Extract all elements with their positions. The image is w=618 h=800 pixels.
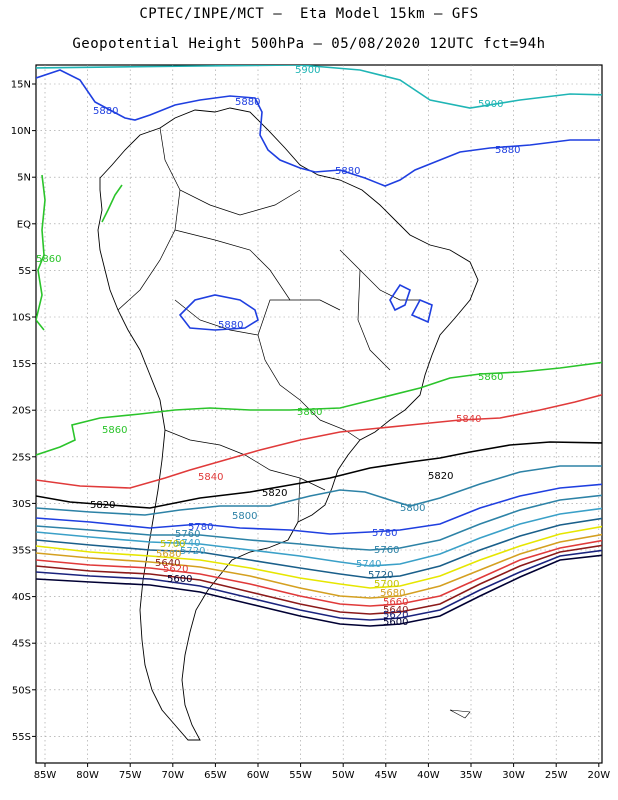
contour-5860-colombia (101, 184, 123, 223)
label-5800-a: 5800 (232, 511, 257, 522)
label-5840-a: 5840 (456, 414, 481, 425)
label-5720-b: 5720 (368, 570, 393, 581)
label-5780-b: 5780 (372, 528, 397, 539)
lat-label: 15N (11, 80, 31, 91)
label-5740-b: 5740 (356, 559, 381, 570)
contour-5860-south (36, 361, 602, 456)
contour-5880-brazil (389, 283, 433, 324)
label-5880-a: 5880 (93, 106, 118, 117)
contour-5880-bolivia (178, 294, 259, 331)
label-5820-b: 5820 (262, 488, 287, 499)
label-5820-a: 5820 (90, 500, 115, 511)
contour-5700 (36, 525, 602, 589)
falkland-islands (449, 709, 471, 719)
grid-lines (36, 65, 602, 763)
map-subtitle: Geopotential Height 500hPa – 05/08/2020 … (72, 36, 546, 52)
lat-label: 25S (12, 452, 31, 463)
lon-label: 70W (161, 770, 184, 781)
lon-label: 20W (587, 770, 610, 781)
lon-label: 50W (332, 770, 355, 781)
lon-label: 45W (374, 770, 397, 781)
country-borders (117, 127, 420, 523)
lon-label: 60W (247, 770, 270, 781)
contour-5740 (36, 507, 602, 567)
label-5800-b: 5800 (400, 503, 425, 514)
lon-label: 55W (289, 770, 312, 781)
lat-label: 35S (12, 546, 31, 557)
label-5680-a: 5680 (156, 549, 181, 560)
label-5860-b: 5860 (102, 425, 127, 436)
lat-label: 15S (12, 359, 31, 370)
lat-label: 5S (18, 266, 31, 277)
lat-label: 55S (12, 732, 31, 743)
contour-5760 (36, 494, 602, 551)
lat-label: 40S (12, 592, 31, 603)
lat-label: 5N (17, 173, 31, 184)
label-5700-b: 5700 (374, 579, 399, 590)
label-5900-b: 5900 (478, 99, 503, 110)
label-5760-b: 5760 (374, 545, 399, 556)
contour-5860-west (36, 174, 46, 331)
contour-5900 (36, 65, 602, 109)
label-5760-a: 5760 (175, 529, 200, 540)
label-5900-a: 5900 (295, 65, 320, 76)
lat-label: EQ (17, 219, 31, 230)
label-5680-b: 5680 (380, 588, 405, 599)
label-5820-c: 5820 (428, 471, 453, 482)
contour-5780 (36, 483, 602, 535)
label-5620-b: 5620 (383, 610, 408, 621)
contour-5620 (36, 549, 602, 621)
label-5720-a: 5720 (180, 546, 205, 557)
label-5780-a: 5780 (188, 522, 213, 533)
lon-label: 35W (460, 770, 483, 781)
contour-5680 (36, 533, 602, 599)
map-title: CPTEC/INPE/MCT – Eta Model 15km – GFS (139, 6, 479, 22)
axis-ticks: 15N 10N 5N EQ 5S 10S 15S 20S 25S 30S 35S 40S 45S 50S 5… (11, 80, 610, 782)
contour-5840 (36, 393, 602, 489)
lon-label: 65W (204, 770, 227, 781)
label-5640-b: 5640 (383, 605, 408, 616)
contour-5880-north (36, 69, 600, 187)
label-5880-d: 5880 (495, 145, 520, 156)
label-5840-b: 5840 (198, 472, 223, 483)
label-5880-c: 5880 (335, 166, 360, 177)
lon-label: 75W (119, 770, 142, 781)
label-5860-c: 5860 (297, 407, 322, 418)
contour-5660 (36, 539, 602, 607)
contour-5720 (36, 517, 602, 579)
lat-label: 30S (12, 499, 31, 510)
label-5640-a: 5640 (155, 558, 180, 569)
label-5620-a: 5620 (163, 564, 188, 575)
contour-5820 (36, 441, 602, 509)
lat-label: 45S (12, 639, 31, 650)
label-5880-b: 5880 (235, 97, 260, 108)
lon-label: 85W (34, 770, 57, 781)
lat-label: 10S (12, 313, 31, 324)
label-5660-a: 5660 (383, 597, 408, 608)
label-5880-e: 5880 (218, 320, 243, 331)
label-5700-a: 5700 (160, 539, 185, 550)
lon-label: 80W (76, 770, 99, 781)
label-5860-a: 5860 (36, 254, 61, 265)
lon-label: 25W (545, 770, 568, 781)
label-5600-b: 5600 (383, 617, 408, 628)
lon-label: 40W (417, 770, 440, 781)
contour-5600 (36, 554, 602, 627)
label-5600-a: 5600 (167, 574, 192, 585)
label-5860-d: 5860 (478, 372, 503, 383)
contour-5800 (36, 465, 602, 516)
contour-5640 (36, 544, 602, 615)
lat-label: 50S (12, 685, 31, 696)
label-5740-a: 5740 (175, 538, 200, 549)
lat-label: 10N (11, 126, 31, 137)
lat-label: 20S (12, 406, 31, 417)
lon-label: 30W (502, 770, 525, 781)
